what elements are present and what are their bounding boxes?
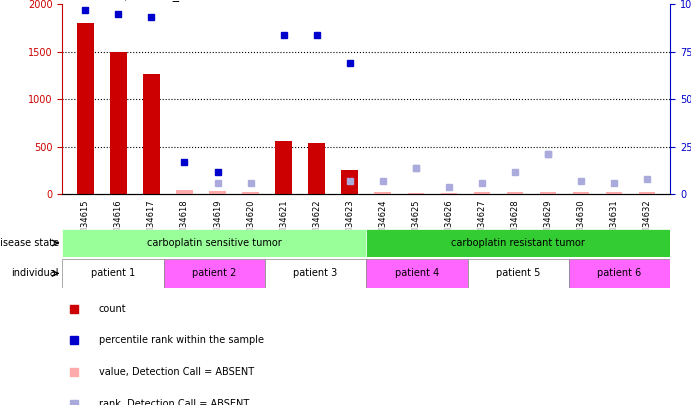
Text: patient 1: patient 1 [91,269,135,278]
Bar [473,192,490,194]
Text: rank, Detection Call = ABSENT: rank, Detection Call = ABSENT [99,399,249,405]
Text: count: count [99,304,126,313]
Text: individual: individual [12,269,59,278]
FancyBboxPatch shape [366,229,670,257]
FancyBboxPatch shape [265,259,366,288]
Text: patient 6: patient 6 [598,269,642,278]
Bar [143,74,160,194]
Bar [110,52,126,194]
Bar [441,193,457,194]
Bar [308,143,325,194]
Text: GDS1381 / 34272_at: GDS1381 / 34272_at [62,0,192,2]
Bar [62,194,670,213]
FancyBboxPatch shape [569,259,670,288]
Bar [573,192,589,194]
Text: patient 2: patient 2 [192,269,236,278]
FancyBboxPatch shape [468,259,569,288]
Text: patient 5: patient 5 [496,269,540,278]
FancyBboxPatch shape [366,259,468,288]
Bar [176,190,193,194]
Text: disease state: disease state [0,238,59,248]
FancyBboxPatch shape [62,229,366,257]
Bar [507,192,523,194]
Bar [606,192,623,194]
Bar [77,23,93,194]
Bar [375,192,391,194]
Text: value, Detection Call = ABSENT: value, Detection Call = ABSENT [99,367,254,377]
Text: patient 3: patient 3 [294,269,338,278]
Bar [275,141,292,194]
Bar [540,192,556,194]
Bar [639,192,655,194]
Text: patient 4: patient 4 [395,269,439,278]
Bar [243,192,259,194]
Text: carboplatin sensitive tumor: carboplatin sensitive tumor [146,238,282,248]
FancyBboxPatch shape [62,259,164,288]
Text: percentile rank within the sample: percentile rank within the sample [99,335,264,345]
Bar [209,191,226,194]
Bar [341,170,358,194]
FancyBboxPatch shape [164,259,265,288]
Text: carboplatin resistant tumor: carboplatin resistant tumor [451,238,585,248]
